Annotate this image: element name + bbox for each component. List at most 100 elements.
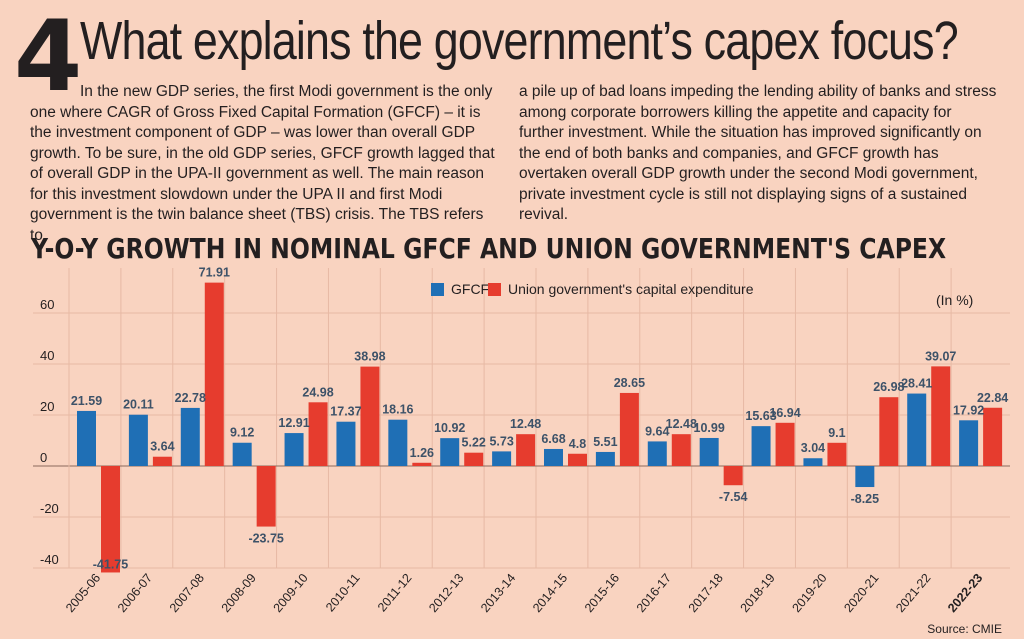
bar-capex <box>619 392 639 466</box>
x-tick-label: 2020-21 <box>841 571 881 615</box>
data-label-gfcf: 9.64 <box>645 424 669 438</box>
data-label-capex: 1.26 <box>410 446 434 460</box>
x-tick-label: 2021-22 <box>893 571 933 615</box>
data-label-gfcf: 28.41 <box>901 377 932 391</box>
x-tick-label: 2019-20 <box>789 571 829 615</box>
y-tick-label: 20 <box>40 399 54 414</box>
data-label-capex: -7.54 <box>719 490 748 504</box>
data-label-capex: -23.75 <box>248 532 283 546</box>
data-label-capex: 12.48 <box>666 417 697 431</box>
x-tick-label: 2011-12 <box>375 571 415 614</box>
bar-capex <box>204 282 224 466</box>
x-tick-label: 2015-16 <box>582 571 622 615</box>
bar-capex <box>568 453 587 466</box>
legend-swatch-capex <box>488 283 501 296</box>
data-label-gfcf: 3.04 <box>801 441 825 455</box>
chart-value-labels: 21.59 -41.75 20.11 3.64 22.78 71.91 9.12 -23.75… <box>71 266 1008 572</box>
x-tick-label: 2008-09 <box>219 571 259 615</box>
data-label-gfcf: 20.11 <box>123 398 154 412</box>
bar-capex <box>671 434 691 466</box>
bar-gfcf <box>128 414 148 466</box>
bar-gfcf <box>440 438 460 466</box>
data-label-gfcf: 5.73 <box>489 434 513 448</box>
bar-capex <box>101 466 120 573</box>
data-label-capex: 71.91 <box>199 266 230 280</box>
data-label-capex: 38.98 <box>354 350 385 364</box>
bar-capex <box>879 397 899 466</box>
data-label-gfcf: 12.91 <box>278 416 309 430</box>
data-label-gfcf: -8.25 <box>851 492 880 506</box>
x-tick-label: 2016-17 <box>634 571 674 615</box>
bar-gfcf <box>336 421 356 466</box>
data-label-gfcf: 6.68 <box>541 432 565 446</box>
bar-gfcf <box>751 426 771 466</box>
chart-y-axis: 60 40 20 0 -20 -40 <box>40 297 59 567</box>
y-tick-label: 60 <box>40 297 54 312</box>
data-label-capex: 39.07 <box>925 349 956 363</box>
y-tick-label: 40 <box>40 348 54 363</box>
source-note: Source: CMIE <box>927 622 1002 636</box>
bar-capex <box>775 422 795 466</box>
data-label-capex: 24.98 <box>302 385 333 399</box>
bar-gfcf <box>180 407 200 466</box>
page-title: What explains the government’s capex foc… <box>80 11 959 71</box>
bar-gfcf <box>647 441 667 466</box>
x-tick-label: 2005-06 <box>63 571 103 615</box>
x-tick-label: 2022-23 <box>945 571 985 615</box>
data-label-gfcf: 21.59 <box>71 394 102 408</box>
bar-capex <box>931 366 951 466</box>
bar-gfcf <box>492 451 512 466</box>
bar-capex <box>308 402 328 466</box>
data-label-gfcf: 18.16 <box>382 403 413 417</box>
bar-gfcf <box>803 458 823 466</box>
data-label-gfcf: 17.37 <box>330 405 361 419</box>
y-tick-label: -20 <box>40 501 59 516</box>
x-tick-label: 2007-08 <box>167 571 207 615</box>
x-tick-label: 2017-18 <box>686 571 726 615</box>
bar-gfcf <box>388 419 408 466</box>
chart-x-axis: 2005-06 2006-07 2007-08 2008-09 2009-10 2010-… <box>63 571 985 615</box>
data-label-gfcf: 15.63 <box>745 409 776 423</box>
x-tick-label: 2018-19 <box>738 571 778 615</box>
bar-gfcf <box>284 433 304 466</box>
data-label-gfcf: 10.92 <box>434 421 465 435</box>
x-tick-label: 2010-11 <box>323 571 363 614</box>
data-label-capex: 4.8 <box>569 437 586 451</box>
y-tick-label: 0 <box>40 450 47 465</box>
bar-capex <box>723 466 743 486</box>
bar-capex <box>152 456 172 466</box>
x-tick-label: 2014-15 <box>530 571 570 615</box>
bar-gfcf <box>232 442 252 466</box>
bar-gfcf <box>699 437 719 466</box>
legend-label-gfcf: GFCF <box>451 281 489 297</box>
bar-capex <box>360 366 380 466</box>
data-label-capex: 26.98 <box>873 380 904 394</box>
bar-capex <box>256 466 276 527</box>
data-label-capex: 5.22 <box>462 436 486 450</box>
x-tick-label: 2012-13 <box>426 571 466 615</box>
data-label-gfcf: 9.12 <box>230 426 254 440</box>
data-label-capex: 3.64 <box>150 440 174 454</box>
bar-gfcf <box>855 466 875 488</box>
body-text-left: In the new GDP series, the first Modi go… <box>30 83 495 244</box>
data-label-gfcf: 17.92 <box>953 403 984 417</box>
data-label-capex: 9.1 <box>828 426 845 440</box>
data-label-capex: 12.48 <box>510 417 541 431</box>
x-tick-label: 2006-07 <box>115 571 155 615</box>
chart-legend: GFCF Union government's capital expendit… <box>431 281 973 308</box>
data-label-gfcf: 10.99 <box>694 421 725 435</box>
bar-capex <box>827 442 847 466</box>
y-tick-label: -40 <box>40 552 59 567</box>
data-label-gfcf: 22.78 <box>175 391 206 405</box>
bar-capex <box>412 462 432 466</box>
data-label-capex: 16.94 <box>769 406 800 420</box>
x-tick-label: 2009-10 <box>271 571 311 615</box>
bar-gfcf <box>595 451 615 466</box>
legend-swatch-gfcf <box>431 283 444 296</box>
bar-gfcf <box>907 393 927 466</box>
body-text-right: a pile up of bad loans impeding the lend… <box>519 83 997 223</box>
data-label-capex: -41.75 <box>93 557 128 571</box>
section-number: 4 <box>14 0 82 114</box>
data-label-capex: 28.65 <box>614 376 645 390</box>
